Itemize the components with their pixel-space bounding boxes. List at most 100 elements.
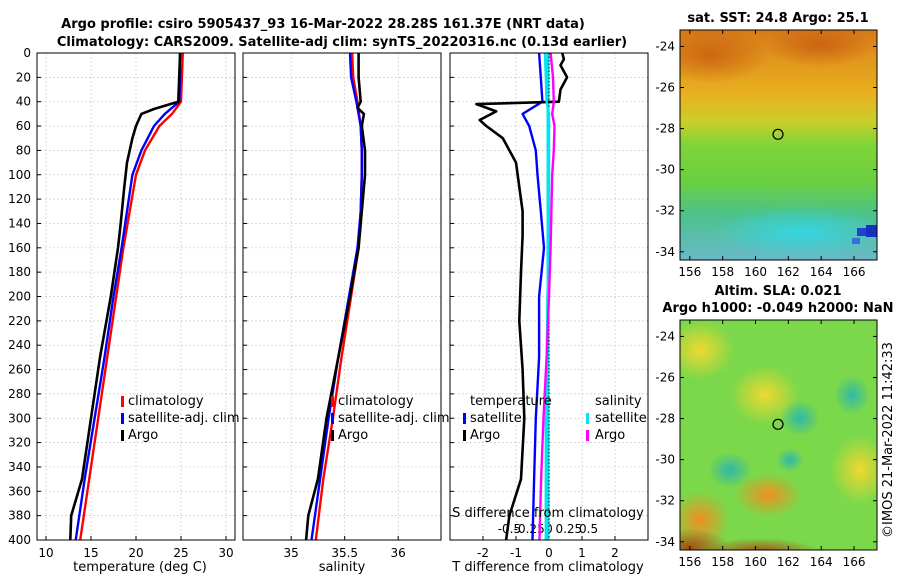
legend-swatch-climatology xyxy=(121,396,124,407)
series-line-argo xyxy=(304,53,367,541)
legend-swatch-t-argo xyxy=(463,430,466,441)
salinity-legend: climatology satellite-adj. clim Argo xyxy=(331,394,450,443)
depth-tick-label: 280 xyxy=(8,387,31,401)
map-lon-label: 162 xyxy=(777,555,800,569)
map-lat-label: -32 xyxy=(655,494,675,508)
legend-satellite: satellite-adj. clim xyxy=(338,411,450,426)
depth-tick-label: 320 xyxy=(8,436,31,450)
panel-frame xyxy=(242,52,442,541)
depth-tick-label: 160 xyxy=(8,241,31,255)
depth-tick-label: 260 xyxy=(8,363,31,377)
t-diff-xlabel: T difference from climatology xyxy=(451,560,644,575)
x-tick-label: 36 xyxy=(391,546,406,560)
depth-tick-label: 100 xyxy=(8,168,31,182)
series-line-t-satellite xyxy=(521,52,546,541)
x-tick-label: 0 xyxy=(545,546,553,560)
map-lon-label: 164 xyxy=(810,265,833,279)
series-line-climatology xyxy=(79,52,184,541)
sst-warm-patch xyxy=(680,30,770,83)
depth-tick-label: 360 xyxy=(8,484,31,498)
sst-cool-patch xyxy=(710,206,877,258)
map-lon-label: 156 xyxy=(678,555,701,569)
map-lat-label: -30 xyxy=(655,453,675,467)
map-lon-label: 156 xyxy=(678,265,701,279)
depth-tick-label: 140 xyxy=(8,216,31,230)
s-diff-xlabel: S difference from climatology xyxy=(452,506,644,521)
difference-legend: temperature satellite Argo salinity sate… xyxy=(463,394,647,443)
map-lon-label: 166 xyxy=(843,265,866,279)
sla-map: 156 158 160 162 164 166 -24 -26 -28 -30 -32 -34 xyxy=(655,319,878,569)
legend-climatology: climatology xyxy=(128,394,204,409)
map-lat-label: -26 xyxy=(655,371,675,385)
legend-satellite: satellite-adj. clim xyxy=(128,411,240,426)
depth-tick-label: 240 xyxy=(8,338,31,352)
depth-tick-label: 400 xyxy=(8,533,31,547)
series-line-t-argo xyxy=(475,52,569,541)
legend-t-satellite: satellite xyxy=(470,411,522,426)
legend-swatch-argo xyxy=(121,430,124,441)
credit-text: ©IMOS 21-Mar-2022 11:42:33 xyxy=(881,342,896,538)
salinity-xlabel: salinity xyxy=(319,560,366,575)
sst-map-ticks: 156 158 160 162 164 166 -24 -26 -28 -30 -32 -34 xyxy=(655,30,877,279)
map-lon-label: 166 xyxy=(843,555,866,569)
sla-map-ticks: 156 158 160 162 164 166 -24 -26 -28 -30 -32 -34 xyxy=(655,320,877,569)
depth-tick-label: 300 xyxy=(8,411,31,425)
temperature-xlabel: temperature (deg C) xyxy=(73,560,207,575)
sst-blue-patch xyxy=(852,238,860,244)
depth-tick-label: 340 xyxy=(8,460,31,474)
legend-t-argo: Argo xyxy=(470,428,500,443)
map-lon-label: 158 xyxy=(711,555,734,569)
legend-swatch-satellite xyxy=(121,413,124,424)
x-tick-label: 2 xyxy=(611,546,619,560)
map-lon-label: 158 xyxy=(711,265,734,279)
panel-frame xyxy=(449,52,649,541)
legend-temperature-header: temperature xyxy=(470,394,552,409)
legend-swatch-t-satellite xyxy=(463,413,466,424)
depth-tick-label: 80 xyxy=(16,143,31,157)
series-line-s-argo xyxy=(538,52,556,541)
sla-orange-patch xyxy=(734,473,802,517)
s-diff-tick-label: -0.5 xyxy=(498,522,521,536)
map-lat-label: -32 xyxy=(655,204,675,218)
sla-teal-patch xyxy=(834,375,870,415)
depth-tick-label: 60 xyxy=(16,119,31,133)
depth-tick-label: 40 xyxy=(16,95,31,109)
map-lat-label: -28 xyxy=(655,412,675,426)
depth-tick-label: 20 xyxy=(16,70,31,84)
x-tick-label: 20 xyxy=(128,546,143,560)
depth-axis-labels: 0 20 40 60 80 100 120 140 160 180 200 220 240 260 280 3… xyxy=(8,46,31,547)
argo-location-marker xyxy=(772,418,784,430)
sst-warm-patch xyxy=(765,30,875,67)
s-diff-tick-label: 0.5 xyxy=(579,522,598,536)
legend-swatch-argo xyxy=(331,430,334,441)
x-tick-label: 30 xyxy=(218,546,233,560)
legend-argo: Argo xyxy=(128,428,158,443)
series-line-argo xyxy=(69,52,182,541)
sla-teal-patch xyxy=(708,452,752,488)
map-lon-label: 164 xyxy=(810,555,833,569)
argo-location-marker xyxy=(772,128,784,140)
legend-climatology: climatology xyxy=(338,394,414,409)
sst-map: 156 158 160 162 164 166 -24 -26 -28 -30 -32 -34 xyxy=(655,29,878,279)
map-lat-label: -28 xyxy=(655,122,675,136)
x-tick-label: -1 xyxy=(510,546,522,560)
temperature-legend: climatology satellite-adj. clim Argo xyxy=(121,394,240,443)
depth-tick-label: 120 xyxy=(8,192,31,206)
legend-salinity-header: salinity xyxy=(595,394,642,409)
sst-blue-patch xyxy=(857,228,867,236)
sla-map-title-1: Altim. SLA: 0.021 xyxy=(715,284,842,299)
title-line-1: Argo profile: csiro 5905437_93 16-Mar-20… xyxy=(61,17,585,32)
sla-brown-patch xyxy=(700,538,820,550)
map-lat-label: -34 xyxy=(655,535,675,549)
sst-map-frame xyxy=(679,29,878,261)
map-lon-label: 162 xyxy=(777,265,800,279)
title-line-2: Climatology: CARS2009. Satellite-adj cli… xyxy=(57,35,627,50)
legend-s-argo: Argo xyxy=(595,428,625,443)
x-tick-label: 10 xyxy=(38,546,53,560)
legend-swatch-satellite xyxy=(331,413,334,424)
sla-yellow-patch xyxy=(830,435,877,505)
sla-yellow-patch xyxy=(680,320,735,380)
legend-swatch-climatology xyxy=(331,396,334,407)
x-tick-label: 35 xyxy=(284,546,299,560)
